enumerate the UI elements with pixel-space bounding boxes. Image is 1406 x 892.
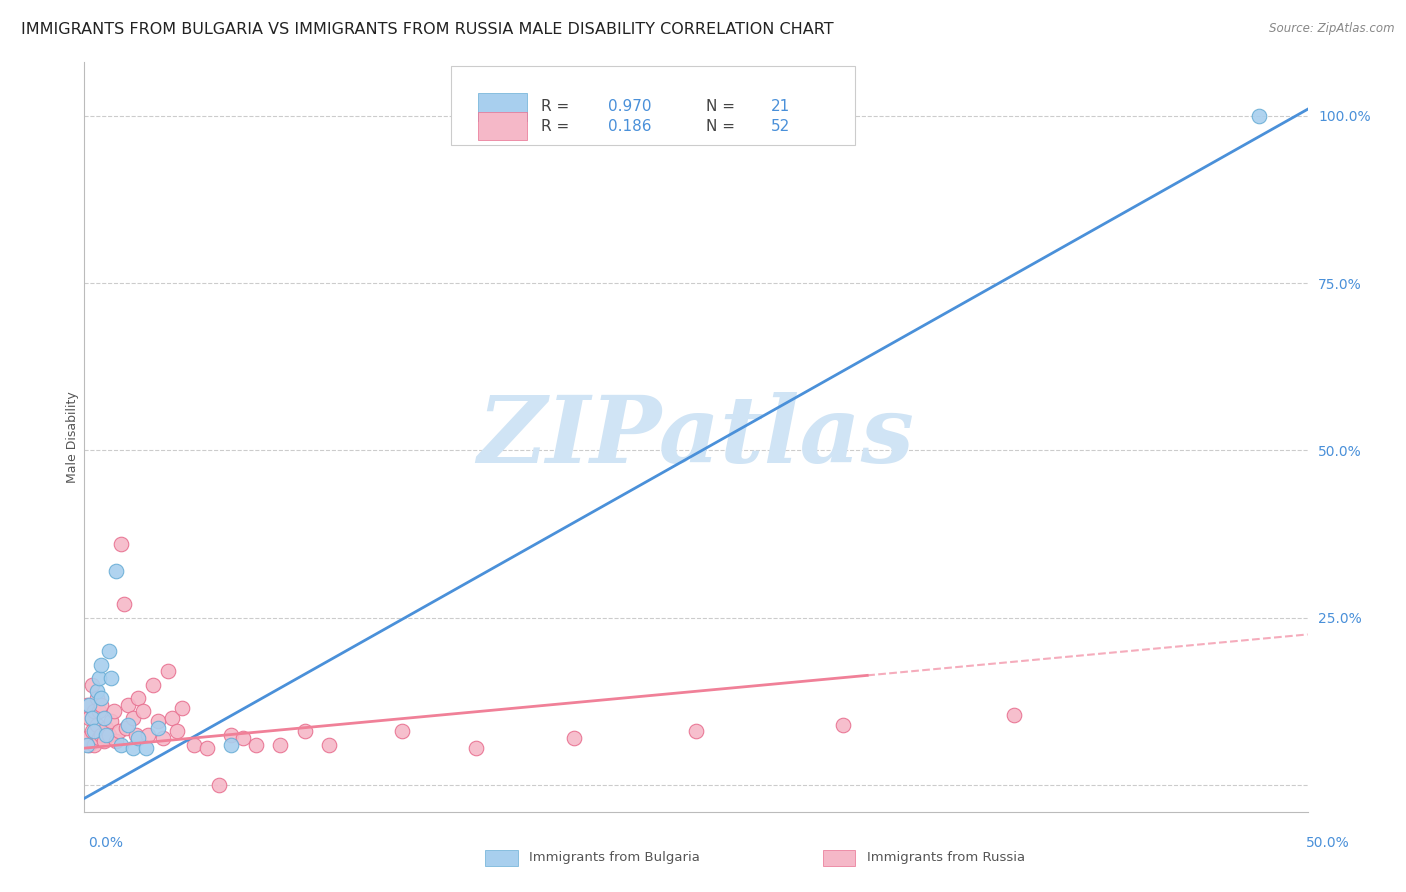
Point (100, 714, 122, 729)
Point (115, 721, 138, 735)
Point (127, 690, 149, 705)
Text: 50.0%: 50.0% (1306, 836, 1350, 850)
Point (87, 731, 110, 746)
Point (245, 738, 267, 752)
Point (1002, 707, 1025, 722)
Point (391, 724, 413, 739)
Point (76, 738, 98, 752)
Point (831, 717, 853, 731)
Point (219, 738, 242, 752)
Point (87, 671, 110, 685)
Point (110, 738, 132, 752)
Point (83, 724, 105, 739)
Point (152, 731, 174, 746)
Point (90, 657, 112, 672)
Point (80, 711, 103, 725)
Point (195, 741, 218, 756)
Point (83, 705, 105, 719)
Point (685, 724, 707, 739)
Point (86, 717, 108, 731)
Point (112, 598, 135, 612)
Text: Source: ZipAtlas.com: Source: ZipAtlas.com (1270, 22, 1395, 36)
Text: N =: N = (706, 119, 740, 134)
Point (105, 734, 128, 748)
FancyBboxPatch shape (478, 112, 527, 140)
Point (87, 705, 110, 719)
Point (90, 690, 112, 705)
Point (219, 728, 242, 742)
Point (76, 731, 98, 746)
Text: N =: N = (706, 99, 740, 114)
FancyBboxPatch shape (451, 66, 855, 145)
FancyBboxPatch shape (478, 93, 527, 120)
Point (77, 738, 100, 752)
Point (125, 728, 148, 742)
Point (77, 698, 100, 712)
Text: IMMIGRANTS FROM BULGARIA VS IMMIGRANTS FROM RUSSIA MALE DISABILITY CORRELATION C: IMMIGRANTS FROM BULGARIA VS IMMIGRANTS F… (21, 22, 834, 37)
Point (172, 701, 194, 715)
Point (162, 711, 184, 725)
Text: ZIPatlas: ZIPatlas (478, 392, 914, 482)
Point (80, 724, 103, 739)
Point (146, 721, 169, 735)
Point (97, 728, 120, 742)
Text: 21: 21 (770, 99, 790, 114)
Point (117, 717, 139, 731)
Point (83, 738, 105, 752)
Text: 52: 52 (770, 119, 790, 134)
Point (562, 731, 585, 746)
Point (77, 711, 100, 725)
Point (146, 714, 169, 729)
Point (132, 705, 155, 719)
Point (1247, 109, 1270, 123)
Point (105, 564, 128, 578)
Text: 0.0%: 0.0% (89, 836, 124, 850)
Point (103, 705, 125, 719)
Point (80, 678, 103, 692)
Point (93, 734, 115, 748)
Point (166, 724, 188, 739)
Point (96, 728, 118, 742)
Y-axis label: Male Disability: Male Disability (66, 392, 79, 483)
Point (156, 664, 179, 679)
Point (208, 778, 231, 792)
Point (136, 728, 159, 742)
Text: 0.186: 0.186 (607, 119, 651, 134)
Point (76, 698, 98, 712)
Point (100, 671, 122, 685)
Text: 0.970: 0.970 (607, 99, 651, 114)
Point (294, 724, 316, 739)
Text: R =: R = (541, 99, 574, 114)
Point (110, 537, 132, 551)
Point (142, 678, 165, 692)
Point (90, 728, 112, 742)
Point (135, 741, 157, 756)
Point (86, 690, 108, 705)
Point (86, 684, 108, 698)
Point (107, 724, 129, 739)
Point (183, 738, 205, 752)
Point (122, 741, 145, 756)
Bar (823, 850, 855, 866)
Bar (485, 850, 517, 866)
Text: Immigrants from Russia: Immigrants from Russia (866, 851, 1025, 863)
Point (232, 731, 254, 746)
Text: R =: R = (541, 119, 574, 134)
Text: Immigrants from Bulgaria: Immigrants from Bulgaria (529, 851, 700, 863)
Point (269, 738, 291, 752)
Point (93, 711, 115, 725)
Point (97, 644, 120, 658)
Point (127, 731, 149, 746)
Point (90, 698, 112, 712)
Point (117, 698, 139, 712)
Point (464, 741, 486, 756)
Point (122, 711, 145, 725)
Point (96, 721, 118, 735)
Point (318, 738, 340, 752)
